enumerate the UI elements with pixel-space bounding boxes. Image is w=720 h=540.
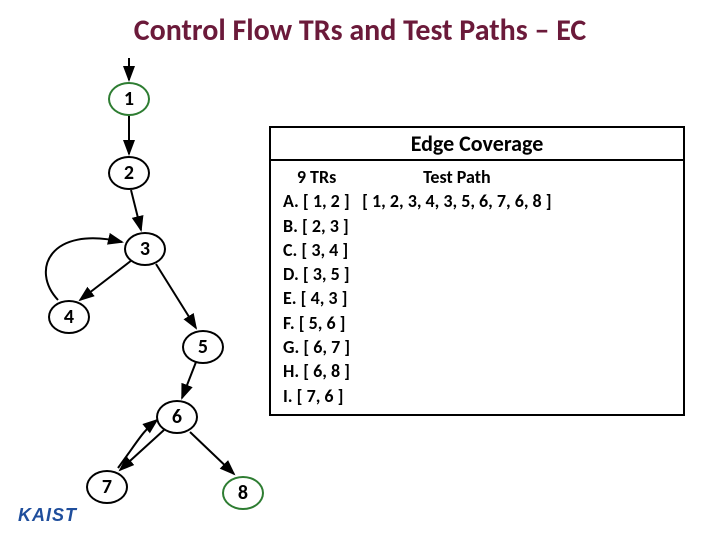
tr-item: F. [ 5, 6 ] [283,311,350,335]
coverage-testpath-value: [ 1, 2, 3, 4, 3, 5, 6, 7, 6, 8 ] [362,189,551,213]
coverage-trs-list: A. [ 1, 2 ]B. [ 2, 3 ]C. [ 3, 4 ]D. [ 3,… [283,189,350,408]
coverage-trs-column: 9 TRs A. [ 1, 2 ]B. [ 2, 3 ]C. [ 3, 4 ]D… [271,161,360,414]
node-7: 7 [86,470,128,504]
coverage-testpath-column: Test Path [ 1, 2, 3, 4, 3, 5, 6, 7, 6, 8… [360,161,563,414]
node-6: 6 [156,400,198,434]
node-2: 2 [108,156,150,190]
page-title: Control Flow TRs and Test Paths – EC [0,12,720,49]
tr-item: B. [ 2, 3 ] [283,214,350,238]
coverage-trs-title: 9 TRs [283,165,350,189]
edge-coverage-box: Edge Coverage 9 TRs A. [ 1, 2 ]B. [ 2, 3… [269,126,685,416]
tr-item: E. [ 4, 3 ] [283,286,350,310]
tr-item: H. [ 6, 8 ] [283,359,350,383]
node-5: 5 [182,330,224,364]
tr-item: A. [ 1, 2 ] [283,189,350,213]
coverage-body: 9 TRs A. [ 1, 2 ]B. [ 2, 3 ]C. [ 3, 4 ]D… [269,161,685,416]
node-1: 1 [108,82,150,116]
node-8: 8 [222,476,264,510]
coverage-header: Edge Coverage [269,126,685,161]
tr-item: G. [ 6, 7 ] [283,335,350,359]
node-3: 3 [124,232,166,266]
node-4: 4 [48,300,90,334]
tr-item: C. [ 3, 4 ] [283,238,350,262]
tr-item: D. [ 3, 5 ] [283,262,350,286]
tr-item: I. [ 7, 6 ] [283,384,350,408]
coverage-testpath-title: Test Path [362,165,551,189]
kaist-logo: KAIST [18,505,77,526]
